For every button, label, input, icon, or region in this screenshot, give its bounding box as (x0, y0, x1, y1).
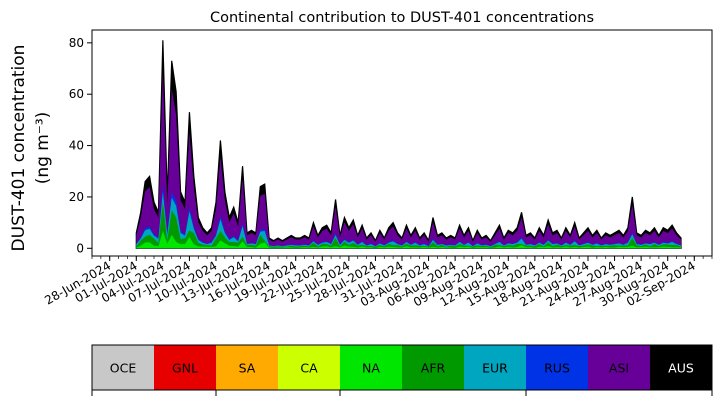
y-tick-label: 40 (69, 139, 84, 153)
colorbar-label-sa: SA (239, 361, 256, 376)
y-tick-label: 80 (69, 36, 84, 50)
colorbar-label-afr: AFR (421, 361, 446, 376)
colorbar-label-na: NA (362, 361, 380, 376)
colorbar-label-ca: CA (300, 361, 318, 376)
axes: 02040608028-Jun-202401-Jul-202404-Jul-20… (42, 29, 713, 309)
colorbar-label-rus: RUS (544, 361, 570, 376)
y-tick-label: 60 (69, 87, 84, 101)
colorbar-swatch-na (340, 345, 403, 390)
y-axis-unit-label: (ng m⁻³) (33, 112, 53, 185)
colorbar-swatch-gnl (154, 345, 217, 390)
colorbar-frame (91, 344, 713, 391)
colorbar-label-gnl: GNL (172, 361, 198, 376)
colorbar: OCE GNL SA CA NA AFR EUR RUS ASI AUS (91, 344, 713, 396)
colorbar-swatch-rus (526, 345, 589, 390)
colorbar-swatch-aus (650, 345, 713, 390)
colorbar-swatch-asi (588, 345, 651, 390)
plot-area (135, 40, 682, 249)
area-series-na (136, 230, 682, 249)
y-axis-label: DUST-401 concentration (9, 45, 29, 252)
colorbar-label-asi: ASI (609, 361, 629, 376)
colorbar-label-eur: EUR (482, 361, 508, 376)
colorbar-swatch-sa (216, 345, 279, 390)
colorbar-swatch-eur (464, 345, 527, 390)
colorbar-swatch-oce (92, 345, 155, 390)
y-tick-label: 20 (69, 190, 84, 204)
chart-title: Continental contribution to DUST-401 con… (210, 10, 594, 26)
colorbar-label-oce: OCE (110, 361, 137, 376)
colorbar-swatch-afr (402, 345, 465, 390)
colorbar-label-aus: AUS (668, 361, 694, 376)
colorbar-swatch-ca (278, 345, 341, 390)
area-series-asi (136, 71, 682, 249)
y-tick-label: 0 (76, 241, 84, 255)
